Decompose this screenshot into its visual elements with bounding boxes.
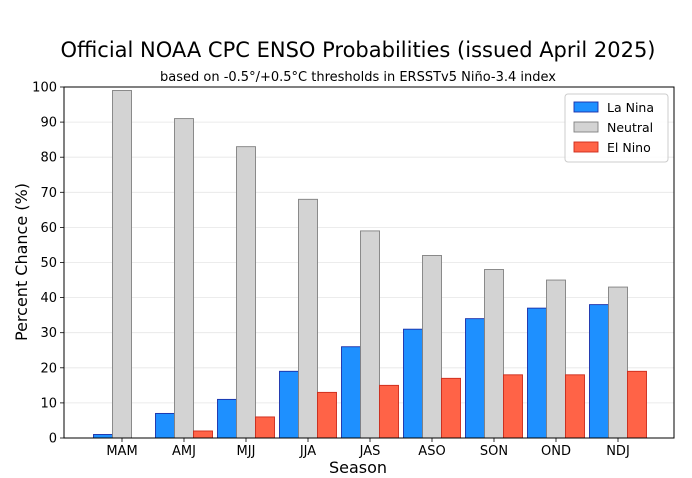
y-tick-label: 50	[40, 256, 57, 271]
bar-la-nina-mam	[93, 434, 113, 439]
bar-neutral-mam	[112, 90, 132, 439]
y-tick-label: 40	[40, 291, 57, 306]
x-tick-label: SON	[480, 444, 508, 459]
x-tick-label: OND	[541, 444, 571, 459]
y-axis-label: Percent Chance (%)	[12, 183, 31, 341]
bar-el-nino-ond	[565, 374, 585, 439]
y-tick-label: 80	[40, 151, 57, 166]
bar-neutral-ond	[546, 279, 566, 439]
bar-neutral-ndj	[608, 286, 628, 439]
bar-el-nino-amj	[193, 430, 213, 439]
x-tick-label: JJA	[299, 444, 316, 459]
bar-la-nina-aso	[403, 328, 423, 439]
bars	[93, 90, 647, 439]
bar-el-nino-jas	[379, 384, 399, 439]
bar-neutral-amj	[174, 118, 194, 439]
legend-label: Neutral	[607, 120, 653, 135]
y-tick-label: 30	[40, 326, 57, 341]
legend-label: La Nina	[607, 100, 654, 115]
bar-neutral-jas	[360, 230, 380, 439]
y-tick-labels: 0 10 20 30 40 50 60 70 80 90 100	[32, 81, 57, 447]
bar-el-nino-son	[503, 374, 523, 439]
bar-la-nina-son	[465, 318, 485, 439]
bar-la-nina-amj	[155, 412, 175, 439]
bar-la-nina-jja	[279, 370, 299, 439]
chart-title: Official NOAA CPC ENSO Probabilities (is…	[60, 38, 655, 62]
y-tick-label: 10	[40, 396, 57, 411]
legend-swatch-el-nino	[573, 141, 599, 153]
bar-neutral-mjj	[236, 146, 256, 439]
legend-label: El Nino	[607, 140, 651, 155]
x-axis-label: Season	[329, 458, 387, 477]
legend-swatch-la-nina	[573, 101, 599, 113]
x-tick-label: AMJ	[172, 444, 196, 459]
y-tick-label: 20	[40, 361, 57, 376]
axes	[60, 86, 675, 442]
y-tick-label: 0	[49, 432, 57, 447]
x-tick-label: JAS	[359, 444, 381, 459]
chart-subtitle: based on -0.5°/+0.5°C thresholds in ERSS…	[160, 70, 556, 85]
bar-la-nina-mjj	[217, 398, 237, 439]
legend-swatch-neutral	[573, 121, 599, 133]
legend: La Nina Neutral El Nino	[564, 93, 669, 163]
x-tick-label: MJJ	[237, 444, 256, 459]
y-tick-label: 60	[40, 221, 57, 236]
y-tick-label: 70	[40, 186, 57, 201]
x-tick-label: MAM	[106, 444, 137, 459]
bar-el-nino-ndj	[627, 370, 647, 439]
y-tick-label: 100	[32, 81, 57, 96]
bar-la-nina-jas	[341, 346, 361, 439]
plot-frame	[63, 86, 675, 439]
bar-el-nino-aso	[441, 377, 461, 439]
bar-neutral-aso	[422, 255, 442, 439]
y-tick-label: 90	[40, 116, 57, 131]
x-tick-label: NDJ	[606, 444, 630, 459]
bar-neutral-jja	[298, 198, 318, 439]
bar-el-nino-jja	[317, 391, 337, 439]
x-tick-label: ASO	[418, 444, 445, 459]
bar-neutral-son	[484, 269, 504, 439]
bar-el-nino-mjj	[255, 416, 275, 439]
bar-la-nina-ond	[527, 307, 547, 439]
x-tick-labels: MAM AMJ MJJ JJA JAS ASO SON OND NDJ	[106, 444, 629, 459]
bar-la-nina-ndj	[589, 304, 609, 439]
